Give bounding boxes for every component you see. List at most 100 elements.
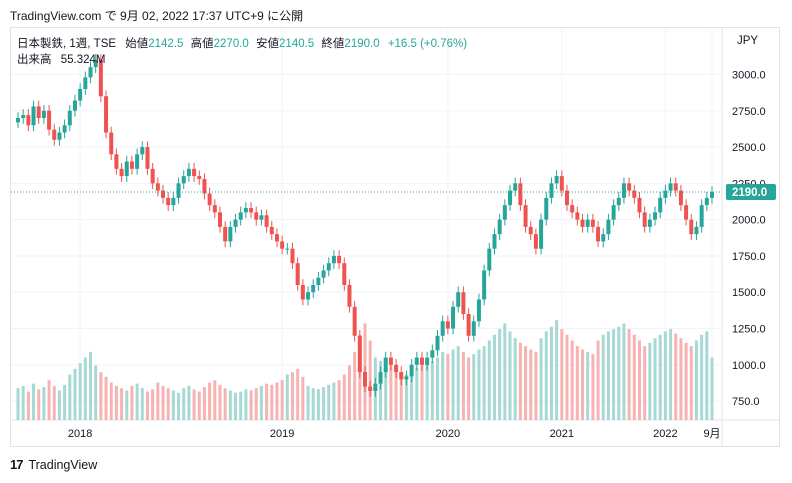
candle-body bbox=[539, 219, 544, 249]
candle-body bbox=[150, 168, 155, 184]
footer[interactable]: 17 TradingView bbox=[10, 457, 97, 472]
volume-bar bbox=[472, 354, 476, 420]
candle-body bbox=[471, 321, 476, 336]
volume-bar bbox=[404, 374, 408, 420]
candle-body bbox=[259, 215, 264, 220]
volume-bar bbox=[487, 340, 491, 420]
candle-body bbox=[590, 219, 595, 227]
change-value: +16.5 (+0.76%) bbox=[387, 38, 468, 50]
volume-bar bbox=[259, 385, 263, 420]
candle-body bbox=[274, 234, 279, 242]
candle-body bbox=[217, 212, 222, 227]
candle-body bbox=[197, 176, 202, 179]
candle-body bbox=[585, 219, 590, 227]
candles bbox=[16, 54, 714, 397]
candle-body bbox=[192, 168, 197, 177]
candle-body bbox=[357, 335, 362, 373]
volume-bar bbox=[301, 376, 305, 420]
volume-bar bbox=[658, 334, 662, 420]
volume-legend: 出来高 55.324M bbox=[17, 51, 105, 67]
volume-bar bbox=[622, 323, 626, 420]
volume-bar bbox=[99, 372, 103, 420]
volume-bar bbox=[120, 388, 124, 420]
candle-body bbox=[580, 219, 585, 227]
volume-bar bbox=[560, 329, 564, 420]
candle-body bbox=[554, 176, 559, 184]
candle-body bbox=[404, 376, 409, 380]
volume-bar bbox=[187, 385, 191, 420]
chart-frame bbox=[10, 27, 780, 447]
volume-bar bbox=[337, 380, 341, 420]
volume-bar bbox=[332, 382, 336, 420]
volume-bar bbox=[234, 392, 238, 420]
volume-bar bbox=[461, 351, 465, 420]
volume-bar bbox=[581, 349, 585, 420]
candle-body bbox=[621, 183, 626, 198]
candle-body bbox=[663, 190, 668, 198]
volume-bar bbox=[26, 391, 30, 420]
volume-bar bbox=[617, 326, 621, 420]
volume-bar bbox=[492, 334, 496, 420]
candle-body bbox=[632, 190, 637, 198]
volume-bar bbox=[612, 329, 616, 420]
volume-value: 55.324M bbox=[60, 54, 106, 66]
candle-body bbox=[207, 193, 212, 206]
volume-bar bbox=[705, 331, 709, 420]
candle-body bbox=[326, 263, 331, 271]
candle-body bbox=[337, 255, 342, 264]
volume-bar bbox=[275, 382, 279, 420]
price-axis: 750.01000.01250.01500.01750.02000.02250.… bbox=[732, 69, 766, 408]
candle-body bbox=[83, 77, 88, 89]
volume-bar bbox=[316, 389, 320, 420]
candle-body bbox=[36, 106, 41, 119]
volume-bar bbox=[601, 334, 605, 420]
candle-body bbox=[528, 226, 533, 235]
x-tick-label: 2020 bbox=[436, 428, 460, 440]
volume-bar bbox=[539, 338, 543, 420]
candle-body bbox=[186, 168, 191, 177]
x-tick-label: 9月 bbox=[703, 428, 720, 440]
volume-bar bbox=[451, 349, 455, 420]
volume-bar bbox=[280, 380, 284, 420]
candle-body bbox=[430, 350, 435, 358]
volume-bar bbox=[265, 383, 269, 420]
volume-bar bbox=[145, 391, 149, 420]
volume-bar bbox=[114, 385, 118, 420]
candle-body bbox=[300, 284, 305, 300]
candle-body bbox=[238, 212, 243, 220]
volume-bar bbox=[311, 388, 315, 420]
volume-bar bbox=[700, 334, 704, 420]
candle-body bbox=[47, 110, 52, 130]
candle-body bbox=[181, 176, 186, 184]
volume-bar bbox=[513, 338, 517, 420]
volume-bar bbox=[534, 351, 538, 420]
volume-bar bbox=[441, 351, 445, 420]
volume-bar bbox=[549, 326, 553, 420]
candle-body bbox=[140, 147, 145, 155]
volume-bar bbox=[674, 333, 678, 420]
volume-bar bbox=[679, 338, 683, 420]
candle-body bbox=[363, 372, 367, 387]
candle-body bbox=[482, 270, 487, 300]
last-price-label: 2190.0 bbox=[732, 187, 767, 199]
candle-body bbox=[476, 299, 481, 322]
candle-body bbox=[658, 197, 663, 213]
volume-bar bbox=[518, 342, 522, 420]
candle-body bbox=[699, 205, 704, 227]
candle-body bbox=[280, 241, 285, 249]
low-label: 安値 bbox=[256, 38, 280, 50]
candle-body bbox=[62, 125, 67, 133]
candle-body bbox=[518, 183, 523, 206]
candle-body bbox=[249, 208, 254, 213]
candle-body bbox=[57, 132, 62, 140]
volume-bar bbox=[425, 363, 429, 420]
volume-bar bbox=[663, 331, 667, 420]
candle-body bbox=[109, 132, 114, 155]
candle-body bbox=[104, 96, 109, 133]
volume-bar bbox=[296, 368, 300, 420]
volume-bar bbox=[368, 340, 372, 420]
volume-bar bbox=[182, 388, 186, 420]
x-tick-label: 2022 bbox=[653, 428, 677, 440]
volume-bar bbox=[73, 368, 77, 420]
